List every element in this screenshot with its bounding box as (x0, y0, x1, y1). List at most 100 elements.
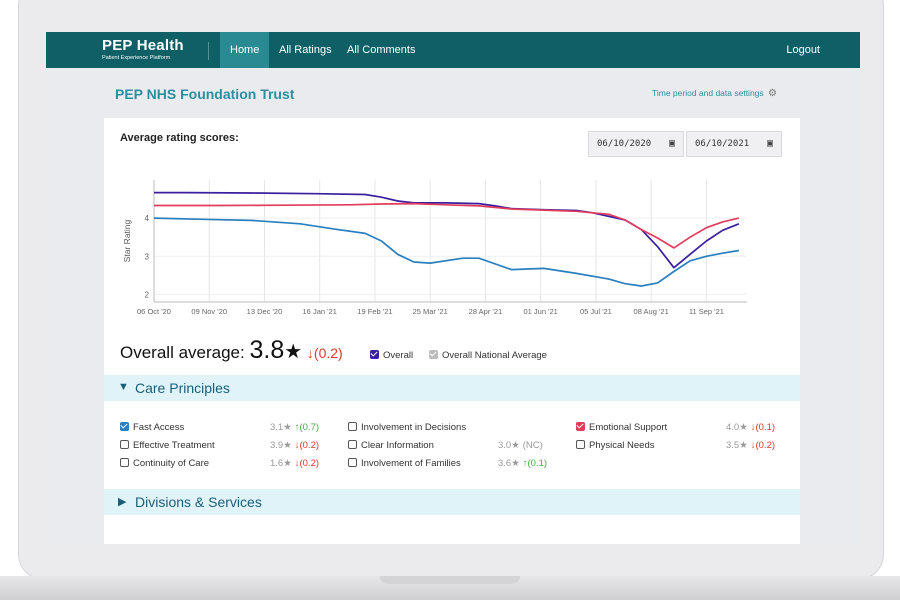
nav-item-all-ratings[interactable]: All Ratings (279, 44, 332, 56)
gear-icon: ⚙ (768, 88, 777, 99)
brand-logo[interactable]: PEP Health Patient Experience Platform (102, 37, 184, 61)
nav-item-home[interactable]: Home (220, 32, 270, 68)
care-principle-item[interactable]: Continuity of Care (120, 458, 209, 469)
divisions-services-header[interactable]: ▶ Divisions & Services (104, 489, 800, 515)
brand-subtitle: Patient Experience Platform (102, 55, 171, 61)
care-principle-score: 3.5★ ↓(0.2) (726, 440, 775, 451)
score-delta: ↓(0.1) (750, 422, 776, 433)
legend-overall-toggle[interactable]: Overall (370, 350, 413, 361)
x-tick-label: 09 Nov '20 (191, 307, 227, 316)
x-tick-label: 01 Jun '21 (523, 307, 557, 316)
caret-down-icon: ▼ (118, 381, 129, 393)
care-principle-item[interactable]: Clear Information (348, 440, 434, 451)
care-principle-item[interactable]: Fast Access (120, 422, 184, 433)
calendar-icon[interactable]: ▣ (668, 138, 675, 149)
score-value: 3.9★ (270, 440, 292, 451)
x-tick-label: 19 Feb '21 (357, 307, 392, 316)
y-tick-label: 3 (145, 252, 150, 261)
score-value: 1.6★ (270, 458, 292, 469)
care-principles-header[interactable]: ▼ Care Principles (104, 375, 800, 401)
x-tick-label: 16 Jan '21 (303, 307, 337, 316)
checkbox-unchecked-icon[interactable] (120, 440, 129, 449)
date-from-input[interactable]: 06/10/2020 ▣ (588, 131, 684, 157)
score-value: 3.6★ (498, 458, 520, 469)
score-delta: ↑(0.7) (294, 422, 320, 433)
series-line (154, 202, 740, 249)
app-screen: PEP Health Patient Experience Platform H… (46, 32, 860, 544)
care-principle-item[interactable]: Emotional Support (576, 422, 667, 433)
caret-right-icon: ▶ (118, 496, 127, 508)
y-tick-label: 4 (145, 214, 150, 223)
checkbox-unchecked-icon[interactable] (576, 440, 585, 449)
checkbox-unchecked-icon[interactable] (348, 422, 357, 431)
care-principle-label: Effective Treatment (133, 440, 215, 451)
x-tick-label: 08 Aug '21 (634, 307, 669, 316)
checkbox-unchecked-icon[interactable] (348, 458, 357, 467)
overall-average-delta: ↓(0.2) (306, 345, 343, 361)
nav-item-all-comments[interactable]: All Comments (347, 44, 416, 56)
care-principle-score: 3.6★ ↑(0.1) (498, 458, 547, 469)
y-tick-label: 2 (145, 290, 150, 299)
care-principle-item[interactable]: Effective Treatment (120, 440, 215, 451)
score-delta: ↑(0.1) (522, 458, 548, 469)
score-value: 4.0★ (726, 422, 748, 433)
care-principle-score: 3.0★ (NC) (498, 440, 543, 451)
time-period-settings-link[interactable]: Time period and data settings ⚙ (652, 88, 777, 99)
nav-divider (208, 42, 209, 60)
date-to-input[interactable]: 06/10/2021 ▣ (686, 131, 782, 157)
care-principle-label: Continuity of Care (133, 458, 210, 469)
care-principles-title: Care Principles (135, 380, 230, 396)
settings-link-label: Time period and data settings (651, 88, 764, 98)
checkbox-checked-icon[interactable] (576, 422, 585, 431)
care-principle-score: 3.1★ ↑(0.7) (270, 422, 319, 433)
care-principle-label: Involvement of Families (361, 458, 461, 469)
ratings-card: Average rating scores: 06/10/2020 ▣ 06/1… (104, 118, 800, 544)
care-principle-label: Physical Needs (589, 440, 655, 451)
score-delta: ↓(0.2) (294, 440, 320, 451)
overall-average-label: Overall average: (120, 343, 245, 362)
score-delta: ↓(0.2) (750, 440, 776, 451)
care-principle-label: Clear Information (361, 440, 434, 451)
page-title: PEP NHS Foundation Trust (115, 86, 295, 102)
date-from-value: 06/10/2020 (597, 139, 652, 149)
logout-link[interactable]: Logout (786, 44, 820, 56)
care-principle-item[interactable]: Involvement of Families (348, 458, 461, 469)
laptop-notch (380, 576, 520, 584)
care-principle-score: 1.6★ ↓(0.2) (270, 458, 319, 469)
score-value: 3.5★ (726, 440, 748, 451)
x-tick-label: 25 Mar '21 (413, 307, 448, 316)
score-delta: ↓(0.2) (294, 458, 320, 469)
star-icon: ★ (284, 341, 303, 363)
checkbox-checked-icon[interactable] (429, 350, 438, 359)
care-principle-item[interactable]: Involvement in Decisions (348, 422, 466, 433)
care-principle-score: 3.9★ ↓(0.2) (270, 440, 319, 451)
care-principle-score: 4.0★ ↓(0.1) (726, 422, 775, 433)
x-tick-label: 28 Apr '21 (469, 307, 503, 316)
checkbox-checked-icon[interactable] (370, 350, 379, 359)
care-principle-item[interactable]: Physical Needs (576, 440, 654, 451)
legend-overall-label: Overall (383, 350, 414, 361)
checkbox-checked-icon[interactable] (120, 422, 129, 431)
date-to-value: 06/10/2021 (695, 139, 750, 149)
x-tick-label: 11 Sep '21 (689, 307, 724, 316)
rating-line-chart: 06 Oct '20 09 Nov '20 13 Dec '20 16 Jan '21… (122, 180, 747, 316)
score-delta: (NC) (522, 440, 543, 451)
care-principle-label: Fast Access (133, 422, 185, 433)
x-tick-label: 06 Oct '20 (137, 307, 171, 316)
average-rating-label: Average rating scores: (120, 132, 239, 144)
legend-national-average-label: Overall National Average (442, 350, 547, 361)
calendar-icon[interactable]: ▣ (766, 138, 773, 149)
brand-title: PEP Health (102, 37, 184, 54)
care-principle-label: Involvement in Decisions (361, 422, 467, 433)
checkbox-unchecked-icon[interactable] (120, 458, 129, 467)
x-tick-label: 13 Dec '20 (247, 307, 283, 316)
legend-national-average-toggle[interactable]: Overall National Average (429, 350, 547, 361)
checkbox-unchecked-icon[interactable] (348, 440, 357, 449)
series-line (153, 217, 740, 287)
care-principle-label: Emotional Support (589, 422, 668, 433)
score-value: 3.0★ (498, 440, 520, 451)
overall-average-value: 3.8 (249, 336, 285, 364)
overall-average: Overall average: 3.8★ ↓(0.2) (120, 336, 343, 365)
top-navbar: PEP Health Patient Experience Platform H… (46, 32, 860, 68)
score-value: 3.1★ (270, 422, 292, 433)
